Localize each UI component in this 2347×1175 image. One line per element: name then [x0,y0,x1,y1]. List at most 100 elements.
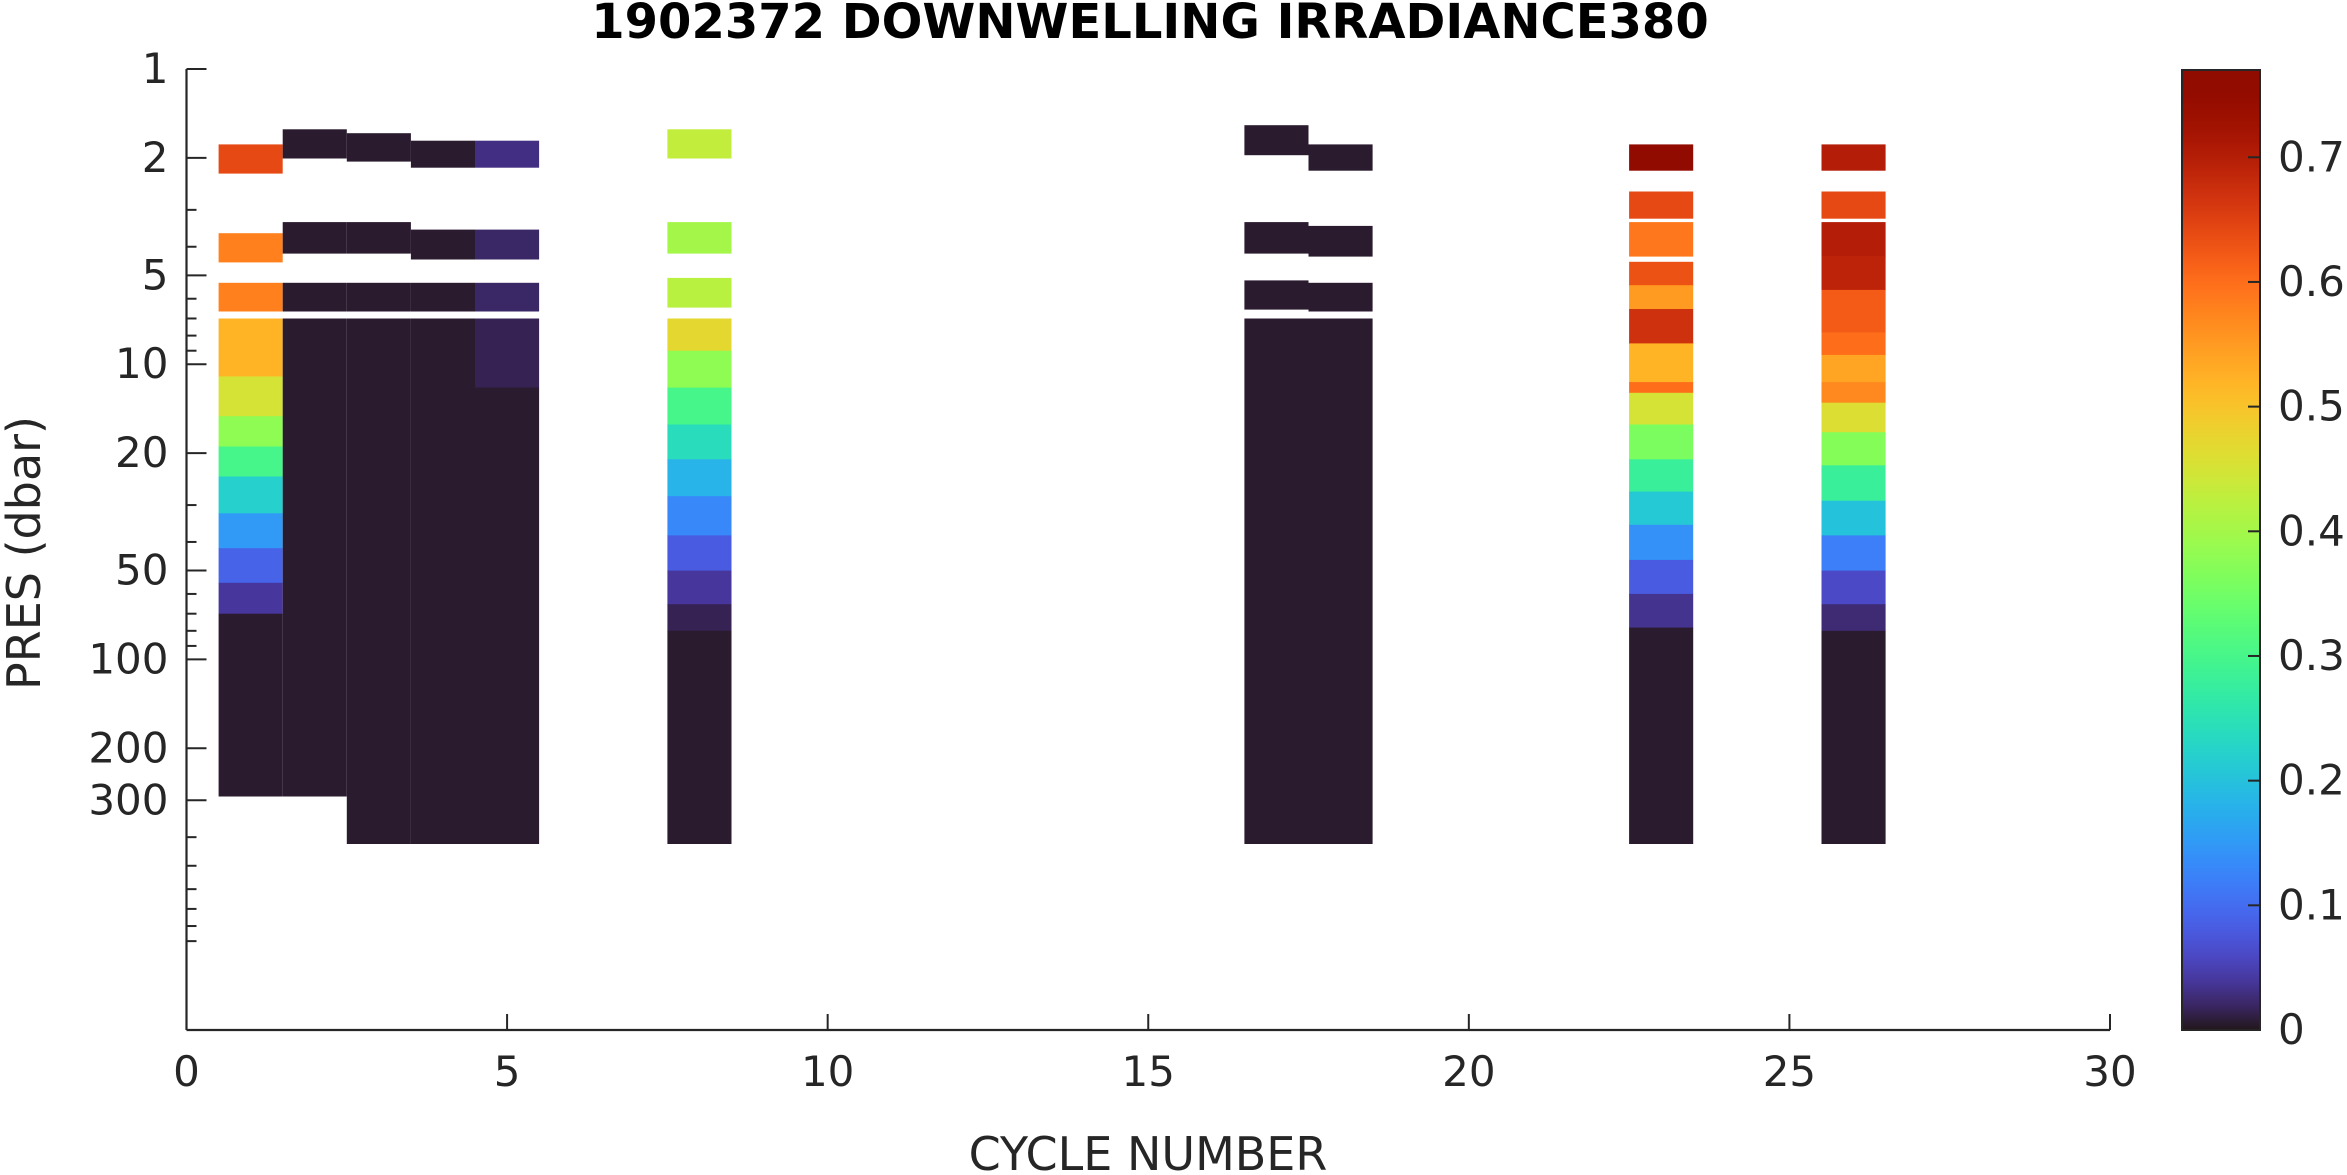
colorbar-tick-label: 0.6 [2278,257,2345,306]
colorbar: 0 0.1 0.2 0.3 0.4 0.5 0.6 0.7 [2181,69,2345,1054]
y-tick-label: 5 [142,250,169,299]
profile-cell [218,582,283,615]
colorbar-scale [2182,70,2260,1030]
profile-cell [1821,402,1886,433]
x-tick-label: 10 [801,1047,854,1096]
profile-cell [1821,354,1886,383]
profile-cell [475,318,540,389]
profile-cell [1629,309,1694,344]
profile-cell [1821,222,1886,257]
profile-cell [218,318,283,377]
profile-cell [410,318,475,844]
profile-cell [282,318,347,797]
profile-cell [1821,256,1886,291]
profile-cell [282,282,347,312]
profile-cell [667,570,732,605]
profile-cell [1629,459,1694,493]
x-tick-label: 15 [1122,1047,1175,1096]
profile-cell [346,318,411,844]
chart-title: 1902372 DOWNWELLING IRRADIANCE380 [591,0,1708,50]
profile-cell [1821,500,1886,536]
colorbar-tick-label: 0 [2278,1005,2305,1054]
profile-cell [667,387,732,426]
profile-cell [667,459,732,497]
profile-cell [1629,593,1694,629]
profile-cell [1244,125,1309,156]
profile-cell [475,140,540,168]
profile-cell [1821,382,1886,404]
profile-cell [667,604,732,632]
y-tick-label: 20 [115,428,168,477]
profile-cell [218,446,283,478]
profile-cell [1629,559,1694,595]
profile-cell [218,613,283,797]
y-tick-label: 10 [115,339,168,388]
profile-cell [218,376,283,417]
colorbar-ticks: 0 0.1 0.2 0.3 0.4 0.5 0.6 0.7 [2248,132,2345,1054]
profile-cell [1821,535,1886,572]
profile-cell [1629,222,1694,257]
profile-cell [1629,261,1694,286]
x-tick-label: 30 [2083,1047,2136,1096]
colorbar-tick-label: 0.7 [2278,132,2345,181]
colorbar-tick-label: 0.5 [2278,382,2345,431]
profile-cell [1629,144,1694,171]
profile-cell [1244,280,1309,310]
profile-cell [1244,222,1309,254]
profile-cell [282,222,347,254]
profile-cell [1308,144,1373,171]
profile-cell [218,233,283,263]
colorbar-tick-label: 0.1 [2278,880,2345,929]
profile-cell [1821,289,1886,333]
x-ticks: 0 5 10 15 20 25 30 [173,1014,2137,1096]
y-tick-label: 300 [88,775,168,824]
profile-cell [667,424,732,460]
profile-cell [1821,570,1886,605]
profile-cell [1629,285,1694,310]
profile-cell [667,350,732,389]
profile-cell [218,548,283,584]
colorbar-tick-label: 0.2 [2278,756,2345,805]
profile-cell [1629,392,1694,425]
profile-cell [1629,627,1694,844]
x-axis-label: CYCLE NUMBER [969,1127,1328,1175]
profile-cell [667,277,732,308]
colorbar-tick-label: 0.3 [2278,631,2345,680]
profile-cell [410,229,475,260]
profile-cell [667,496,732,536]
profile-cell [1244,318,1309,844]
profile-cell [1629,191,1694,219]
x-tick-label: 0 [173,1047,200,1096]
profile-cell [1629,524,1694,561]
profile-cell [218,476,283,514]
profile-cell [1308,225,1373,257]
colorbar-frame [2181,69,2261,1031]
profile-cell [475,229,540,260]
profile-cell [667,318,732,352]
y-tick-label: 50 [115,546,168,595]
profile-cell [1821,465,1886,502]
profile-cell [1821,604,1886,632]
profile-cell [346,282,411,312]
profile-cell [1821,432,1886,466]
x-tick-label: 20 [1442,1047,1495,1096]
y-axis-label: PRES (dbar) [0,416,51,690]
x-tick-label: 25 [1763,1047,1816,1096]
profile-cell [282,129,347,159]
x-tick-label: 5 [494,1047,521,1096]
profile-cell [1821,332,1886,356]
profile-cell [218,513,283,549]
y-tick-label: 2 [142,133,169,182]
profile-cell [346,133,411,162]
profile-cell [410,282,475,312]
profile-cell [475,387,540,844]
colorbar-tick-label: 0.4 [2278,506,2345,555]
profile-cell [1821,144,1886,171]
y-tick-label: 1 [142,44,169,93]
profile-cell [346,222,411,254]
profile-cell [1821,630,1886,844]
profile-cell [1308,282,1373,312]
profile-cell [1629,424,1694,460]
